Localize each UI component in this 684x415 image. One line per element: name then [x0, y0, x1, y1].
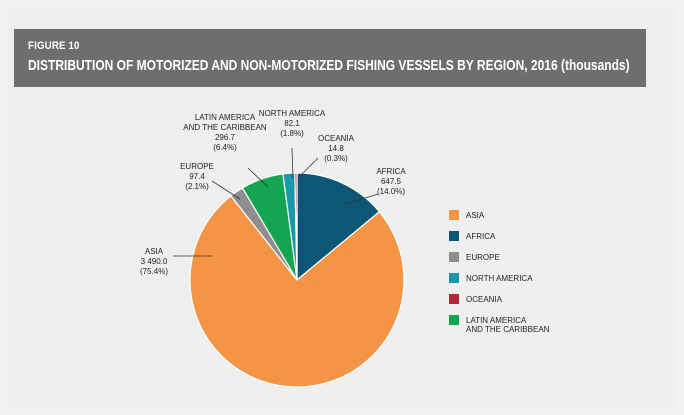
data-label-oceania: OCEANIA [318, 134, 355, 143]
data-label-latin-america-and-the-caribbean: AND THE CARIBBEAN [183, 123, 267, 132]
data-label-europe: 97.4 [189, 172, 205, 181]
figure-title: DISTRIBUTION OF MOTORIZED AND NON-MOTORI… [28, 57, 630, 74]
data-label-africa: 647.5 [381, 177, 402, 186]
figure-label: FIGURE 10 [28, 40, 80, 52]
data-label-north-america: 82.1 [284, 119, 300, 128]
legend-swatch-asia [449, 210, 459, 220]
leader-line-africa [345, 193, 379, 205]
legend-label-north-america: NORTH AMERICA [466, 274, 533, 283]
data-label-latin-america-and-the-caribbean: 296.7 [215, 133, 236, 142]
data-label-asia: (75.4%) [140, 267, 168, 276]
data-label-europe: EUROPE [180, 162, 214, 171]
legend-swatch-europe [449, 252, 459, 262]
legend-label-latin-america-and-the-caribbean: AND THE CARIBBEAN [466, 325, 550, 334]
data-label-north-america: NORTH AMERICA [259, 109, 326, 118]
legend-swatch-latin-america-and-the-caribbean [449, 315, 459, 325]
legend-label-latin-america-and-the-caribbean: LATIN AMERICA [466, 316, 527, 325]
legend-swatch-oceania [449, 294, 459, 304]
data-label-north-america: (1.8%) [280, 129, 304, 138]
legend-label-africa: AFRICA [466, 232, 496, 241]
legend-label-oceania: OCEANIA [466, 295, 503, 304]
data-label-latin-america-and-the-caribbean: LATIN AMERICA [195, 113, 256, 122]
legend-label-asia: ASIA [466, 211, 485, 220]
legend-swatch-north-america [449, 273, 459, 283]
leader-line-north-america [291, 147, 294, 179]
figure-header: FIGURE 10 DISTRIBUTION OF MOTORIZED AND … [14, 29, 646, 87]
data-label-africa: (14.0%) [377, 187, 405, 196]
pie-slice-oceania [294, 172, 298, 281]
leader-line-latin-america-and-the-caribbean [247, 167, 269, 188]
data-label-latin-america-and-the-caribbean: (6.4%) [213, 143, 237, 152]
data-label-oceania: 14.8 [328, 144, 344, 153]
legend-label-europe: EUROPE [466, 253, 500, 262]
data-label-africa: AFRICA [376, 167, 406, 176]
data-label-asia: 3 490.0 [141, 257, 168, 266]
data-label-oceania: (0.3%) [324, 154, 348, 163]
leader-line-oceania [297, 157, 319, 179]
data-label-asia: ASIA [145, 247, 164, 256]
leader-line-europe [211, 180, 241, 200]
data-label-europe: (2.1%) [185, 182, 209, 191]
legend-swatch-africa [449, 231, 459, 241]
pie-slice-asia [189, 195, 405, 388]
